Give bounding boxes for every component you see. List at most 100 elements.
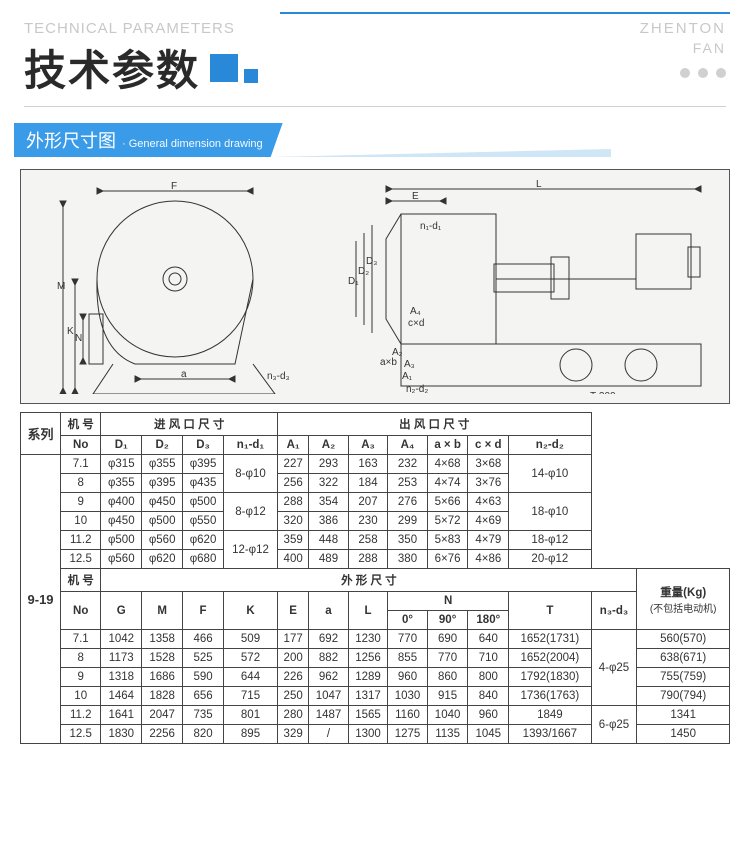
cell: 10 — [61, 687, 101, 706]
col-a1: A₁ — [278, 436, 309, 455]
section-subtitle: · General dimension drawing — [122, 138, 263, 150]
cell: 1135 — [427, 725, 468, 744]
tab-triangle — [271, 149, 611, 157]
cell: 1686 — [142, 668, 183, 687]
col-n90: 90° — [427, 611, 468, 630]
cell: 12.5 — [61, 550, 101, 569]
dot-icon — [716, 68, 726, 78]
cell: 288 — [278, 493, 309, 512]
section-tab: 外形尺寸图 · General dimension drawing — [14, 123, 750, 157]
cell: 1652(2004) — [509, 649, 591, 668]
cell: 820 — [183, 725, 224, 744]
cell: φ500 — [183, 493, 224, 512]
cell: φ435 — [183, 474, 224, 493]
cell: 256 — [278, 474, 309, 493]
col-n: N — [388, 592, 509, 611]
col-series: 系列 — [21, 413, 61, 455]
cell: 640 — [468, 630, 509, 649]
dim-label: n₁-d₁ — [420, 221, 442, 232]
cell: 299 — [388, 512, 428, 531]
col-e: E — [278, 592, 309, 630]
cell: 1828 — [142, 687, 183, 706]
cell: 915 — [427, 687, 468, 706]
cell: φ620 — [142, 550, 183, 569]
cell: 1487 — [309, 706, 349, 725]
cell: / — [309, 725, 349, 744]
cell: 329 — [278, 725, 309, 744]
cell: 1736(1763) — [509, 687, 591, 706]
cell: 590 — [183, 668, 224, 687]
cell: φ620 — [183, 531, 224, 550]
cell: 322 — [309, 474, 349, 493]
cell: 4×79 — [468, 531, 509, 550]
cell: 3×76 — [468, 474, 509, 493]
spec-tables: 系列 机 号 进 风 口 尺 寸 出 风 口 尺 寸 No D₁ D₂ D₃ n… — [20, 412, 730, 744]
cell: 4×74 — [427, 474, 468, 493]
cell: 840 — [468, 687, 509, 706]
cell: φ560 — [101, 550, 142, 569]
cell: 790(794) — [637, 687, 730, 706]
cell: φ395 — [142, 474, 183, 493]
cell: 1341 — [637, 706, 730, 725]
col-no: 机 号 — [61, 413, 101, 436]
col-no2-sub: No — [61, 592, 101, 630]
cell: 960 — [468, 706, 509, 725]
cell: 184 — [348, 474, 388, 493]
cell: 227 — [278, 455, 309, 474]
cell: φ500 — [142, 512, 183, 531]
cell: 882 — [309, 649, 349, 668]
cell: 489 — [309, 550, 349, 569]
cell: 715 — [223, 687, 277, 706]
header-underline — [24, 106, 726, 107]
cell: 690 — [427, 630, 468, 649]
cell: 354 — [309, 493, 349, 512]
cell: 4×68 — [427, 455, 468, 474]
cell: 350 — [388, 531, 428, 550]
col-n1d1: n₁-d₁ — [223, 436, 277, 455]
cell: φ355 — [101, 474, 142, 493]
cell: 230 — [348, 512, 388, 531]
cell: 6-φ25 — [591, 706, 637, 744]
cell: 1464 — [101, 687, 142, 706]
cell: 276 — [388, 493, 428, 512]
cell: 400 — [278, 550, 309, 569]
cell: 1318 — [101, 668, 142, 687]
cell: 1256 — [348, 649, 388, 668]
dim-label: L — [536, 179, 542, 190]
dim-label: D₂ — [358, 266, 369, 277]
col-f: F — [183, 592, 224, 630]
col-ab: a × b — [427, 436, 468, 455]
col-l: L — [348, 592, 388, 630]
cell: 320 — [278, 512, 309, 531]
col-n0: 0° — [388, 611, 428, 630]
cell: 801 — [223, 706, 277, 725]
cell: 5×72 — [427, 512, 468, 531]
dim-label: D₁ — [348, 276, 359, 287]
cell: φ395 — [183, 455, 224, 474]
cell: 177 — [278, 630, 309, 649]
dot-icon — [680, 68, 690, 78]
cell: 11.2 — [61, 706, 101, 725]
dim-label: E — [412, 191, 419, 202]
cell: 895 — [223, 725, 277, 744]
cell: 293 — [309, 455, 349, 474]
col-inlet: 进 风 口 尺 寸 — [101, 413, 278, 436]
cell: 359 — [278, 531, 309, 550]
cell: 200 — [278, 649, 309, 668]
col-g: G — [101, 592, 142, 630]
cell: 226 — [278, 668, 309, 687]
dim-label: T-200 — [590, 391, 616, 394]
dim-label: M — [57, 281, 65, 292]
col-a3: A₃ — [348, 436, 388, 455]
cell: 770 — [427, 649, 468, 668]
cell: 1230 — [348, 630, 388, 649]
cell: 18-φ10 — [509, 493, 591, 531]
dim-label: A₄ — [410, 306, 421, 317]
section-title: 外形尺寸图 — [26, 127, 116, 153]
cell: 4-φ25 — [591, 630, 637, 706]
col-n2d2: n₂-d₂ — [509, 436, 591, 455]
cell: 207 — [348, 493, 388, 512]
cell: 8 — [61, 474, 101, 493]
col-a: a — [309, 592, 349, 630]
cell: 1040 — [427, 706, 468, 725]
